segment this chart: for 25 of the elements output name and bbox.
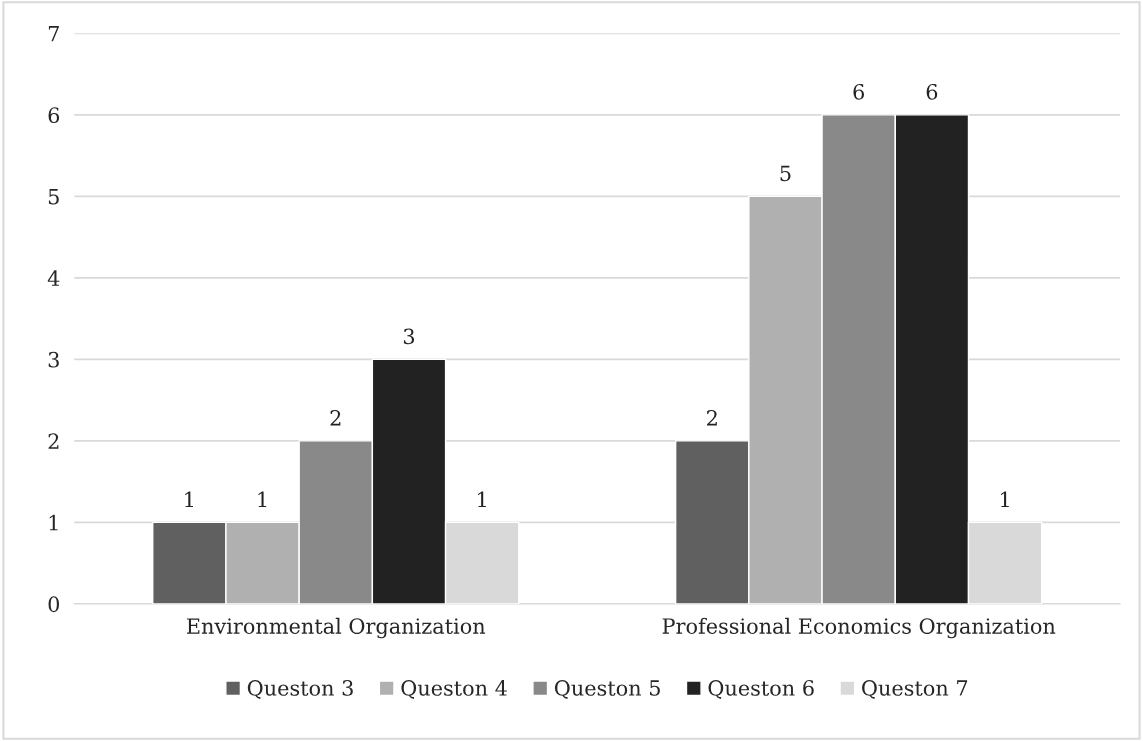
y-tick-label: 4 bbox=[47, 270, 60, 286]
y-tick-label: 7 bbox=[48, 26, 59, 42]
data-label: 2 bbox=[707, 409, 717, 426]
data-label: 6 bbox=[926, 83, 938, 100]
data-label: 6 bbox=[853, 83, 864, 100]
y-tick-label: 0 bbox=[48, 596, 60, 613]
y-tick-label: 1 bbox=[49, 514, 58, 531]
y-tick-label: 3 bbox=[48, 351, 59, 368]
data-label: 5 bbox=[780, 165, 791, 182]
data-label: 1 bbox=[185, 491, 194, 507]
y-tick-label: 6 bbox=[48, 107, 60, 124]
x-tick-label: Environmental Organization bbox=[186, 617, 486, 639]
data-label: 3 bbox=[403, 328, 415, 345]
data-label: 2 bbox=[330, 409, 341, 426]
legend-label: Queston 7 bbox=[862, 680, 968, 699]
legend-label: Queston 6 bbox=[708, 680, 814, 699]
y-tick-label: 2 bbox=[48, 433, 59, 449]
data-label: 1 bbox=[258, 491, 267, 507]
data-label: 1 bbox=[1001, 491, 1009, 507]
data-label: 1 bbox=[478, 491, 486, 507]
x-tick-label: Professional Economics Organization bbox=[662, 617, 1056, 639]
legend-label: Queston 3 bbox=[247, 680, 353, 699]
legend-label: Queston 5 bbox=[554, 680, 660, 699]
legend-label: Queston 4 bbox=[401, 680, 507, 699]
y-tick-label: 5 bbox=[48, 189, 59, 205]
